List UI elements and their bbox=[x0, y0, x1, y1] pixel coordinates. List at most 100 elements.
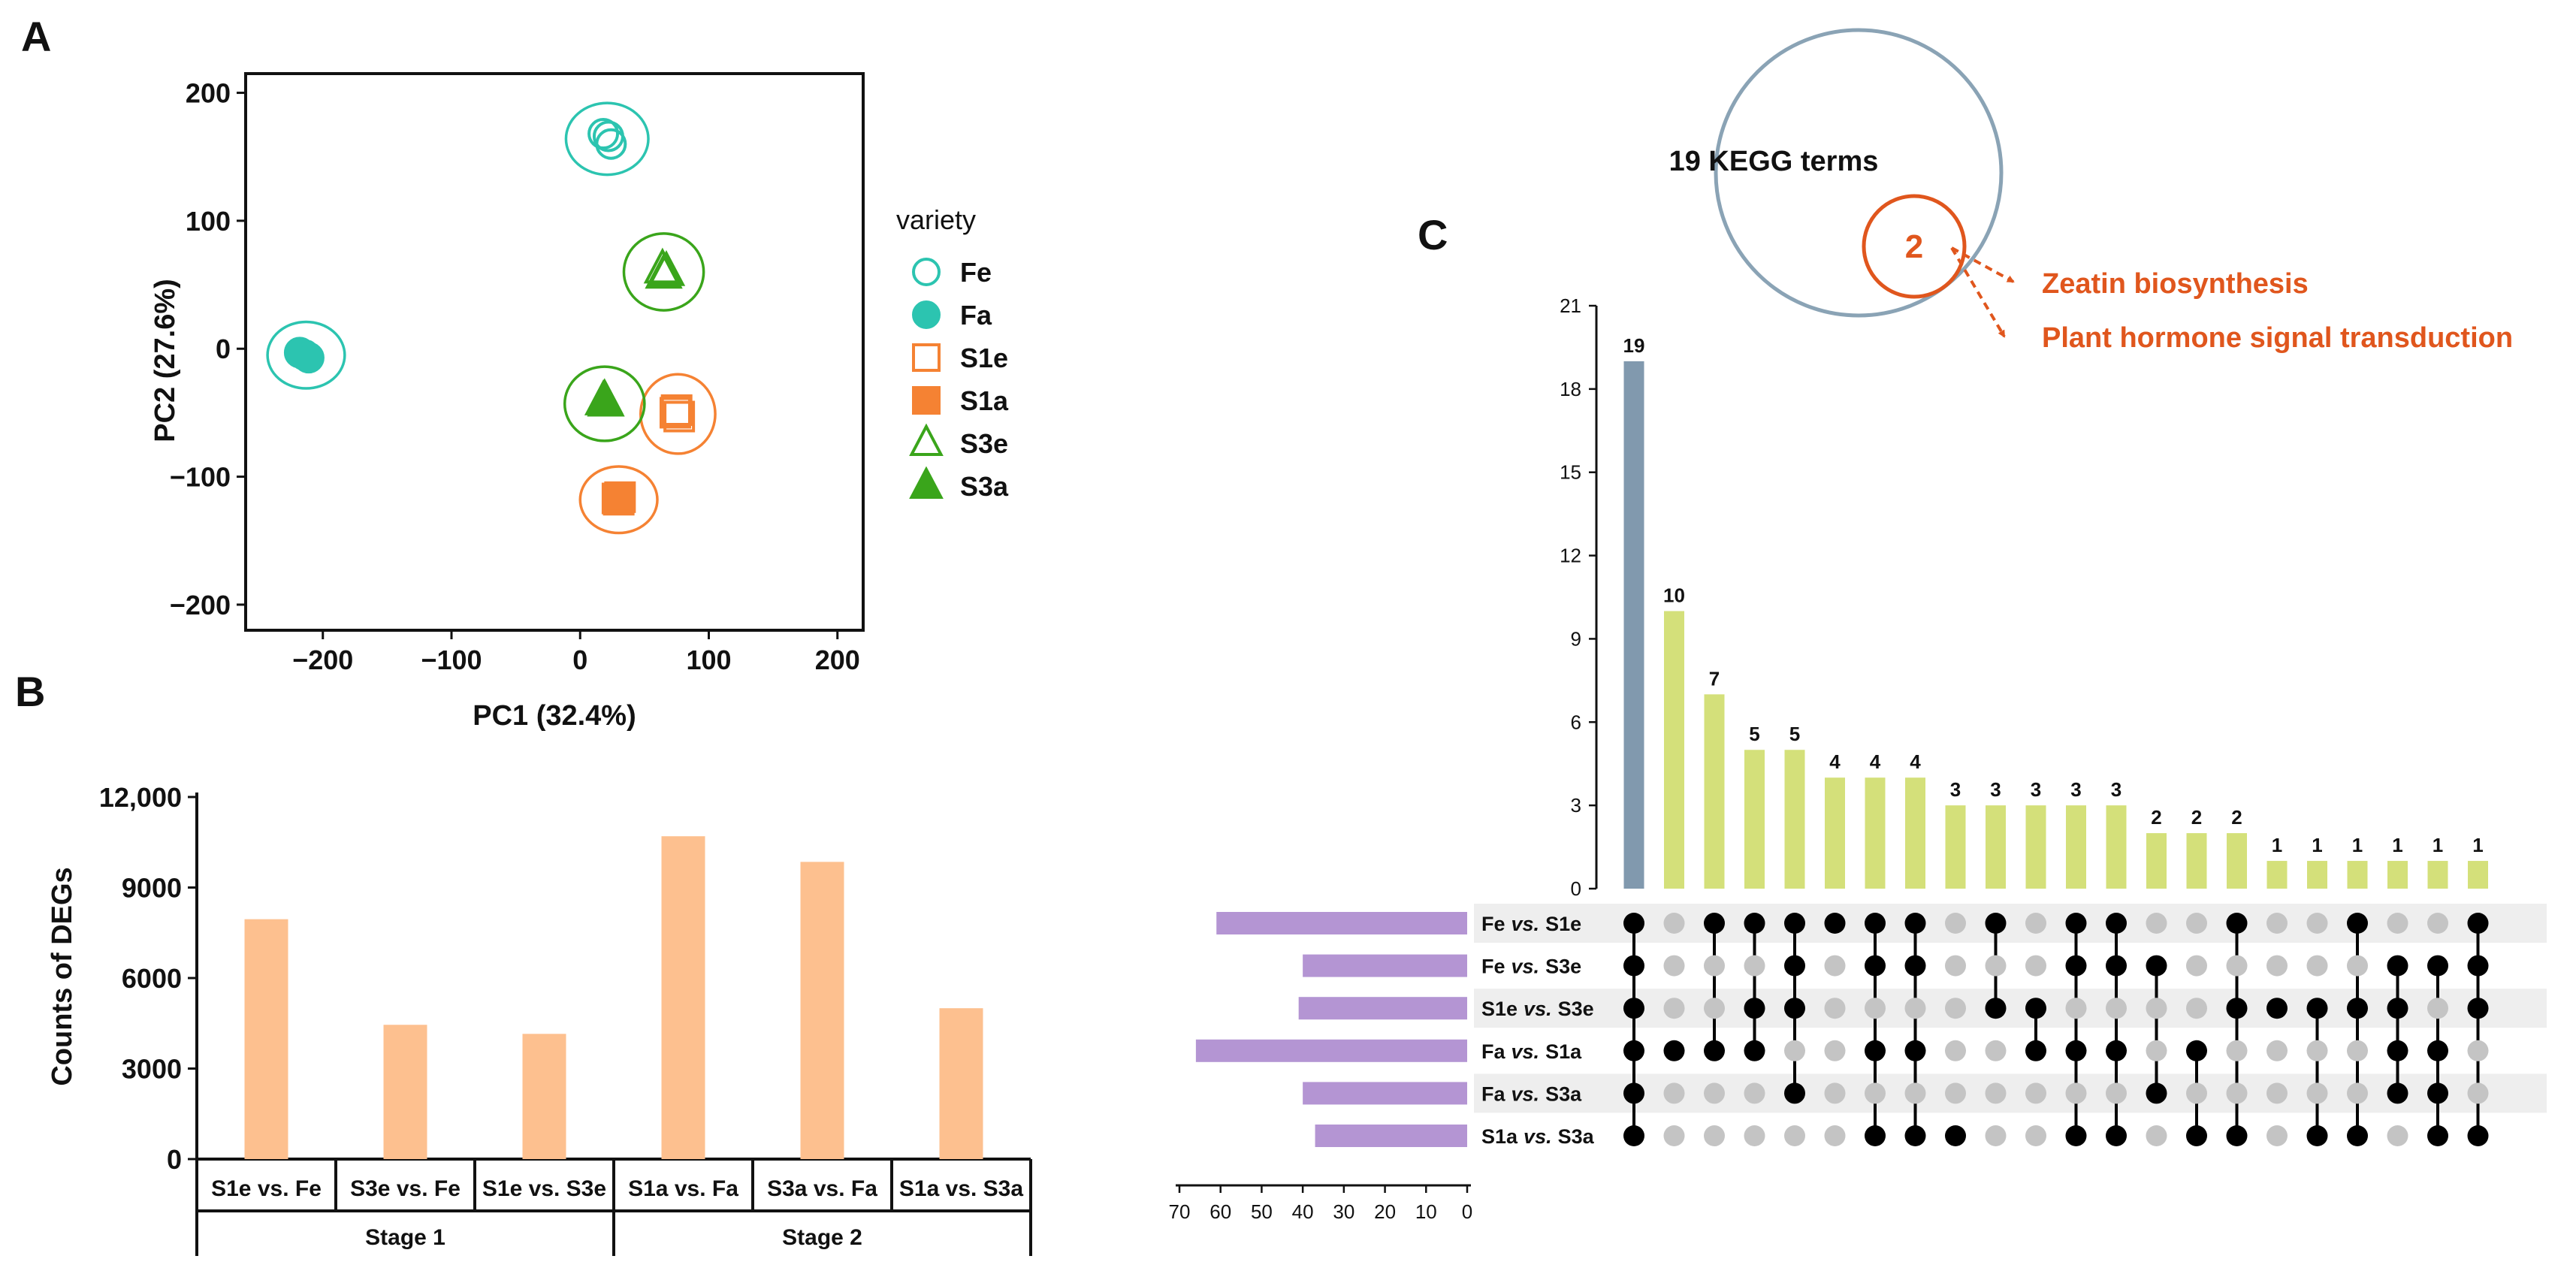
legend-label-s3a: S3a bbox=[960, 471, 1009, 502]
upset-y-tick-label: 9 bbox=[1571, 627, 1581, 650]
matrix-dot-active bbox=[1623, 913, 1644, 934]
matrix-dot-active bbox=[2427, 1125, 2448, 1146]
intersection-bar bbox=[1664, 611, 1684, 889]
set-label-fe-vs-s1e: Fe vs. S1e bbox=[1481, 913, 1581, 935]
intersection-bar-label: 1 bbox=[2272, 834, 2282, 856]
legend-marker-s1e bbox=[912, 343, 941, 372]
matrix-dot-inactive bbox=[2306, 955, 2328, 977]
intersection-bar bbox=[1744, 750, 1765, 889]
matrix-dot-inactive bbox=[1704, 955, 1725, 977]
matrix-dot-active bbox=[2106, 1040, 2127, 1061]
set-size-tick-label: 50 bbox=[1251, 1200, 1273, 1223]
matrix-dot-active bbox=[1704, 1040, 1725, 1061]
matrix-dot-inactive bbox=[2025, 1082, 2046, 1104]
matrix-dot-active bbox=[2467, 1125, 2489, 1146]
intersection-bar bbox=[1986, 805, 2006, 889]
matrix-dot-active bbox=[1904, 913, 1926, 934]
intersection-bar bbox=[2427, 861, 2448, 889]
set-size-tick-label: 70 bbox=[1169, 1200, 1191, 1223]
matrix-dot-inactive bbox=[1704, 1125, 1725, 1146]
intersection-bar-label: 19 bbox=[1623, 334, 1645, 357]
set-size-tick-label: 10 bbox=[1415, 1200, 1437, 1223]
venn-arrow-2 bbox=[1950, 246, 2006, 338]
matrix-dot-active bbox=[2065, 1125, 2087, 1146]
intersection-bar-label: 2 bbox=[2151, 806, 2161, 829]
set-label-b: S3a bbox=[1545, 1082, 1582, 1105]
panel-letter-b: B bbox=[15, 668, 45, 715]
deg-y-tick-label: 6000 bbox=[122, 963, 182, 994]
deg-bar-s3a-vs-fa bbox=[800, 862, 844, 1159]
pca-y-tick-label: 100 bbox=[186, 206, 231, 237]
upset-y-tick-label: 6 bbox=[1571, 711, 1581, 733]
matrix-dot-inactive bbox=[2106, 998, 2127, 1019]
intersection-bar-label: 3 bbox=[2070, 778, 2081, 801]
matrix-dot-active bbox=[1623, 1040, 1644, 1061]
ellipse-s3a bbox=[563, 365, 646, 442]
matrix-dot-inactive bbox=[2146, 1125, 2167, 1146]
matrix-dot-inactive bbox=[2266, 913, 2288, 934]
intersection-bar-label: 1 bbox=[2472, 834, 2483, 856]
matrix-dot-active bbox=[2025, 1040, 2046, 1061]
ellipse-s1a bbox=[578, 465, 659, 535]
intersection-bar bbox=[1825, 777, 1845, 889]
matrix-dot-inactive bbox=[2387, 913, 2408, 934]
intersection-bar bbox=[2146, 833, 2167, 889]
deg-y-tick-label: 9000 bbox=[122, 873, 182, 904]
matrix-dot-active bbox=[2347, 913, 2368, 934]
set-label-s1a-vs-s3a: S1a vs. S3a bbox=[1481, 1125, 1595, 1148]
intersection-bar-label: 5 bbox=[1789, 723, 1800, 745]
ellipse-s3e bbox=[622, 232, 705, 312]
matrix-dot-inactive bbox=[2025, 913, 2046, 934]
matrix-dot-inactive bbox=[1744, 1082, 1765, 1104]
set-size-tick-label: 40 bbox=[1292, 1200, 1314, 1223]
intersection-bar-label: 4 bbox=[1829, 750, 1841, 773]
pca-x-tick-label: −100 bbox=[421, 645, 482, 675]
panel-letter-a: A bbox=[21, 13, 51, 60]
matrix-dot-inactive bbox=[2347, 1040, 2368, 1061]
matrix-dot-inactive bbox=[1985, 1040, 2007, 1061]
matrix-dot-active bbox=[1784, 955, 1805, 977]
deg-category-label: S1a vs. Fa bbox=[628, 1176, 738, 1201]
intersection-bar bbox=[2066, 805, 2086, 889]
matrix-dot-inactive bbox=[2266, 955, 2288, 977]
pca-y-tick-label: −200 bbox=[170, 590, 231, 620]
legend-marker-s3a bbox=[909, 466, 944, 499]
matrix-dot-active bbox=[2186, 1125, 2207, 1146]
set-label-a: Fe bbox=[1481, 956, 1505, 978]
matrix-dot-active bbox=[2347, 998, 2368, 1019]
matrix-dot-active bbox=[1744, 1040, 1765, 1061]
intersection-bar-label: 2 bbox=[2191, 806, 2202, 829]
matrix-dot-inactive bbox=[1985, 1082, 2007, 1104]
deg-group-label-stage-2: Stage 2 bbox=[782, 1225, 862, 1250]
venn-annotation-plant-hormone: Plant hormone signal transduction bbox=[2042, 322, 2513, 354]
deg-group-label-stage-1: Stage 1 bbox=[365, 1225, 445, 1250]
intersection-bar bbox=[2106, 805, 2127, 889]
set-size-bar-fe-vs-s1e bbox=[1216, 912, 1467, 934]
set-label-a: Fa bbox=[1481, 1082, 1505, 1105]
matrix-dot-inactive bbox=[2226, 1082, 2248, 1104]
matrix-dot-active bbox=[2306, 1125, 2328, 1146]
matrix-dot-inactive bbox=[2306, 1040, 2328, 1061]
set-label-vs: vs. bbox=[1511, 956, 1540, 978]
intersection-bar bbox=[1945, 805, 1966, 889]
venn-outer-circle bbox=[1714, 28, 2004, 318]
matrix-dot-active bbox=[1704, 913, 1725, 934]
deg-y-tick-label: 12,000 bbox=[99, 782, 182, 813]
intersection-bar-label: 2 bbox=[2231, 806, 2242, 829]
legend-label-s1a: S1a bbox=[960, 385, 1009, 416]
matrix-dot-inactive bbox=[1824, 1125, 1846, 1146]
matrix-dot-inactive bbox=[1663, 955, 1685, 977]
point-s3e bbox=[645, 252, 683, 289]
matrix-dot-active bbox=[2146, 955, 2167, 977]
deg-bar-s1a-vs-s3a bbox=[939, 1008, 983, 1159]
matrix-dot-active bbox=[2065, 913, 2087, 934]
matrix-dot-inactive bbox=[1904, 1082, 1926, 1104]
pca-legend-title: variety bbox=[896, 204, 976, 235]
matrix-dot-inactive bbox=[2427, 913, 2448, 934]
intersection-bar bbox=[1623, 361, 1644, 889]
matrix-dot-inactive bbox=[1663, 1125, 1685, 1146]
set-label-vs: vs. bbox=[1511, 1040, 1540, 1063]
matrix-dot-active bbox=[1865, 955, 1886, 977]
matrix-dot-active bbox=[2266, 998, 2288, 1019]
set-label-s1e-vs-s3e: S1e vs. S3e bbox=[1481, 998, 1594, 1020]
